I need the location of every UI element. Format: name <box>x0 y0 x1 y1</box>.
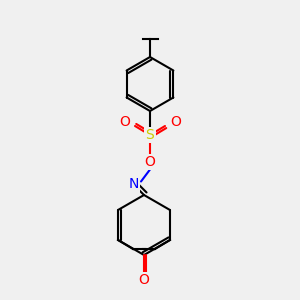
Text: S: S <box>146 128 154 142</box>
Text: O: O <box>119 115 130 128</box>
Text: O: O <box>170 115 181 128</box>
Text: O: O <box>145 155 155 169</box>
Text: O: O <box>139 274 149 287</box>
Text: N: N <box>128 178 139 191</box>
